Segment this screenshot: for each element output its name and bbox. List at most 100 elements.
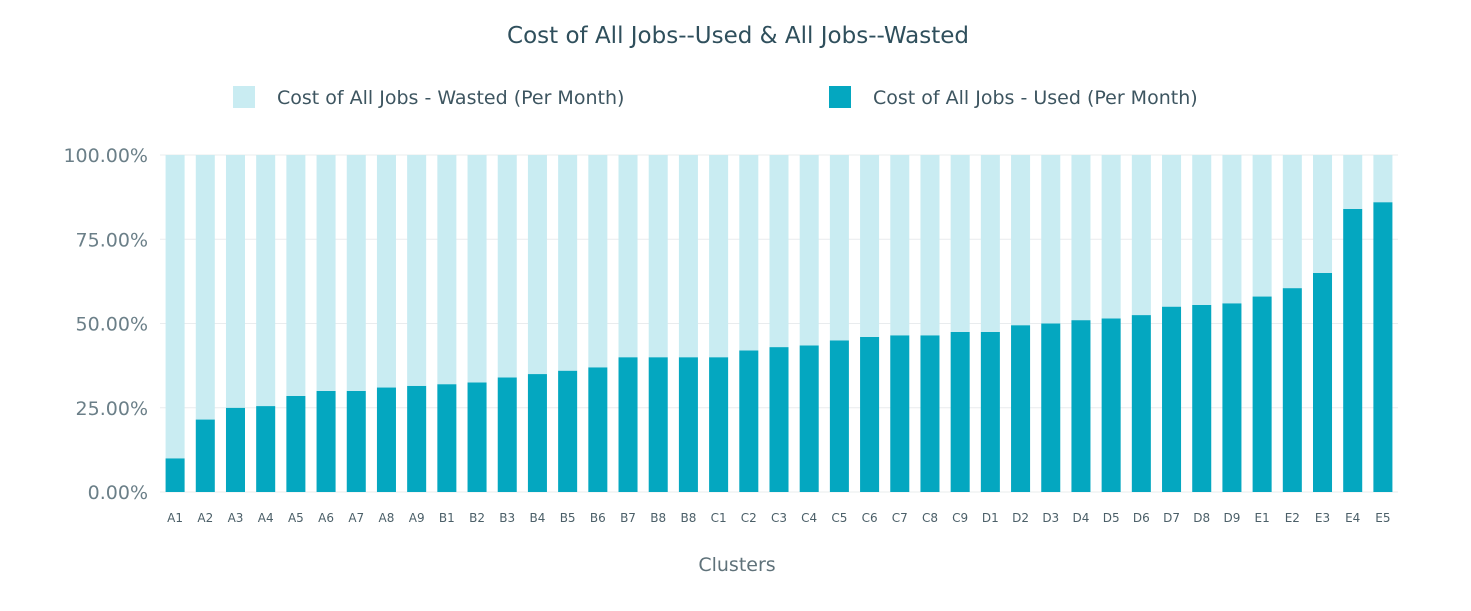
bar-used bbox=[407, 385, 427, 492]
bar-used bbox=[920, 335, 940, 492]
bar-wasted bbox=[165, 155, 185, 459]
x-tick-label: E1 bbox=[1255, 511, 1270, 525]
x-tick-label: B7 bbox=[620, 511, 636, 525]
bar-wasted bbox=[1192, 155, 1212, 305]
x-tick-label: E2 bbox=[1285, 511, 1300, 525]
bar-used bbox=[739, 350, 759, 492]
x-tick-label: D6 bbox=[1133, 511, 1150, 525]
legend-swatch-used bbox=[829, 86, 851, 108]
bar-used bbox=[1011, 325, 1031, 492]
x-tick-label: C6 bbox=[862, 511, 878, 525]
bar-used bbox=[376, 387, 396, 492]
bar-used bbox=[437, 384, 457, 492]
bar-used bbox=[256, 406, 276, 492]
bar-wasted bbox=[286, 155, 306, 396]
x-tick-label: C3 bbox=[771, 511, 787, 525]
bar-wasted bbox=[256, 155, 276, 407]
x-tick-label: A6 bbox=[318, 511, 334, 525]
x-tick-label: C2 bbox=[741, 511, 757, 525]
bar-used bbox=[588, 367, 608, 492]
chart-title: Cost of All Jobs--Used & All Jobs--Waste… bbox=[507, 23, 969, 49]
bar-used bbox=[558, 370, 578, 492]
bar-used bbox=[829, 340, 849, 492]
bar-used bbox=[165, 458, 185, 492]
bar-used bbox=[1162, 306, 1182, 492]
bar-wasted bbox=[860, 155, 880, 337]
legend-label-used: Cost of All Jobs - Used (Per Month) bbox=[873, 87, 1198, 109]
x-tick-label: D2 bbox=[1012, 511, 1029, 525]
bar-used bbox=[195, 419, 215, 492]
bar-wasted bbox=[497, 155, 517, 378]
x-tick-label: C5 bbox=[831, 511, 847, 525]
bar-used bbox=[1192, 304, 1212, 492]
x-tick-label: D7 bbox=[1163, 511, 1180, 525]
bar-used bbox=[618, 357, 638, 492]
bar-wasted bbox=[1071, 155, 1091, 321]
bar-used bbox=[860, 336, 880, 492]
bar-wasted bbox=[1343, 155, 1363, 209]
bar-wasted bbox=[558, 155, 578, 371]
bar-used bbox=[769, 347, 789, 492]
bar-wasted bbox=[648, 155, 668, 358]
y-tick-label: 100.00% bbox=[63, 145, 148, 167]
x-tick-label: A7 bbox=[348, 511, 364, 525]
bar-wasted bbox=[1162, 155, 1182, 307]
x-tick-label: C7 bbox=[892, 511, 908, 525]
y-tick-label: 25.00% bbox=[76, 398, 148, 420]
bar-wasted bbox=[678, 155, 698, 358]
bar-used bbox=[1252, 296, 1272, 492]
x-tick-label: C4 bbox=[801, 511, 817, 525]
bar-wasted bbox=[769, 155, 789, 348]
y-tick-label: 50.00% bbox=[76, 314, 148, 336]
bar-used bbox=[346, 390, 366, 492]
bar-wasted bbox=[376, 155, 396, 388]
x-tick-label: C9 bbox=[952, 511, 968, 525]
bar-used bbox=[950, 331, 970, 492]
x-tick-label: E5 bbox=[1375, 511, 1390, 525]
x-tick-label: B3 bbox=[499, 511, 515, 525]
x-axis: A1 A2 A3 A4 A5 A6 A7 A8 A9 B1 B2 B3 B4 B5 B6 B7 B8 B8 C1 C2… bbox=[167, 511, 1390, 525]
x-tick-label: D9 bbox=[1223, 511, 1240, 525]
x-tick-label: A4 bbox=[258, 511, 274, 525]
bar-wasted bbox=[829, 155, 849, 341]
x-tick-label: A3 bbox=[228, 511, 244, 525]
x-tick-label: C8 bbox=[922, 511, 938, 525]
x-tick-label: A1 bbox=[167, 511, 183, 525]
bar-wasted bbox=[1252, 155, 1272, 297]
bar-used bbox=[799, 345, 819, 492]
bar-used bbox=[1373, 202, 1393, 492]
y-axis: 0.00% 25.00% 50.00% 75.00% 100.00% bbox=[63, 145, 148, 504]
bar-wasted bbox=[1101, 155, 1121, 319]
x-tick-label: B1 bbox=[439, 511, 455, 525]
x-tick-label: A2 bbox=[197, 511, 213, 525]
bar-used bbox=[1282, 288, 1302, 492]
bar-used bbox=[678, 357, 698, 492]
bar-wasted bbox=[709, 155, 729, 358]
bar-used bbox=[1313, 272, 1333, 492]
bar-wasted bbox=[1282, 155, 1302, 289]
bar-wasted bbox=[1011, 155, 1031, 326]
x-tick-label: D4 bbox=[1073, 511, 1090, 525]
bar-wasted bbox=[527, 155, 547, 375]
bar-used bbox=[1101, 318, 1121, 492]
legend: Cost of All Jobs - Wasted (Per Month) Co… bbox=[233, 86, 1198, 109]
bar-used bbox=[467, 382, 487, 492]
bar-wasted bbox=[437, 155, 457, 385]
bar-used bbox=[1131, 315, 1151, 492]
bar-wasted bbox=[407, 155, 427, 386]
bar-used bbox=[225, 407, 245, 492]
bar-used bbox=[1041, 323, 1061, 492]
bar-wasted bbox=[1373, 155, 1393, 203]
bar-wasted bbox=[739, 155, 759, 351]
y-tick-label: 75.00% bbox=[76, 229, 148, 251]
bar-wasted bbox=[1041, 155, 1061, 324]
y-tick-label: 0.00% bbox=[88, 482, 148, 504]
x-tick-label: B6 bbox=[590, 511, 606, 525]
x-tick-label: A5 bbox=[288, 511, 304, 525]
bar-used bbox=[497, 377, 517, 492]
x-tick-label: E4 bbox=[1345, 511, 1360, 525]
bar-wasted bbox=[618, 155, 638, 358]
legend-swatch-wasted bbox=[233, 86, 255, 108]
